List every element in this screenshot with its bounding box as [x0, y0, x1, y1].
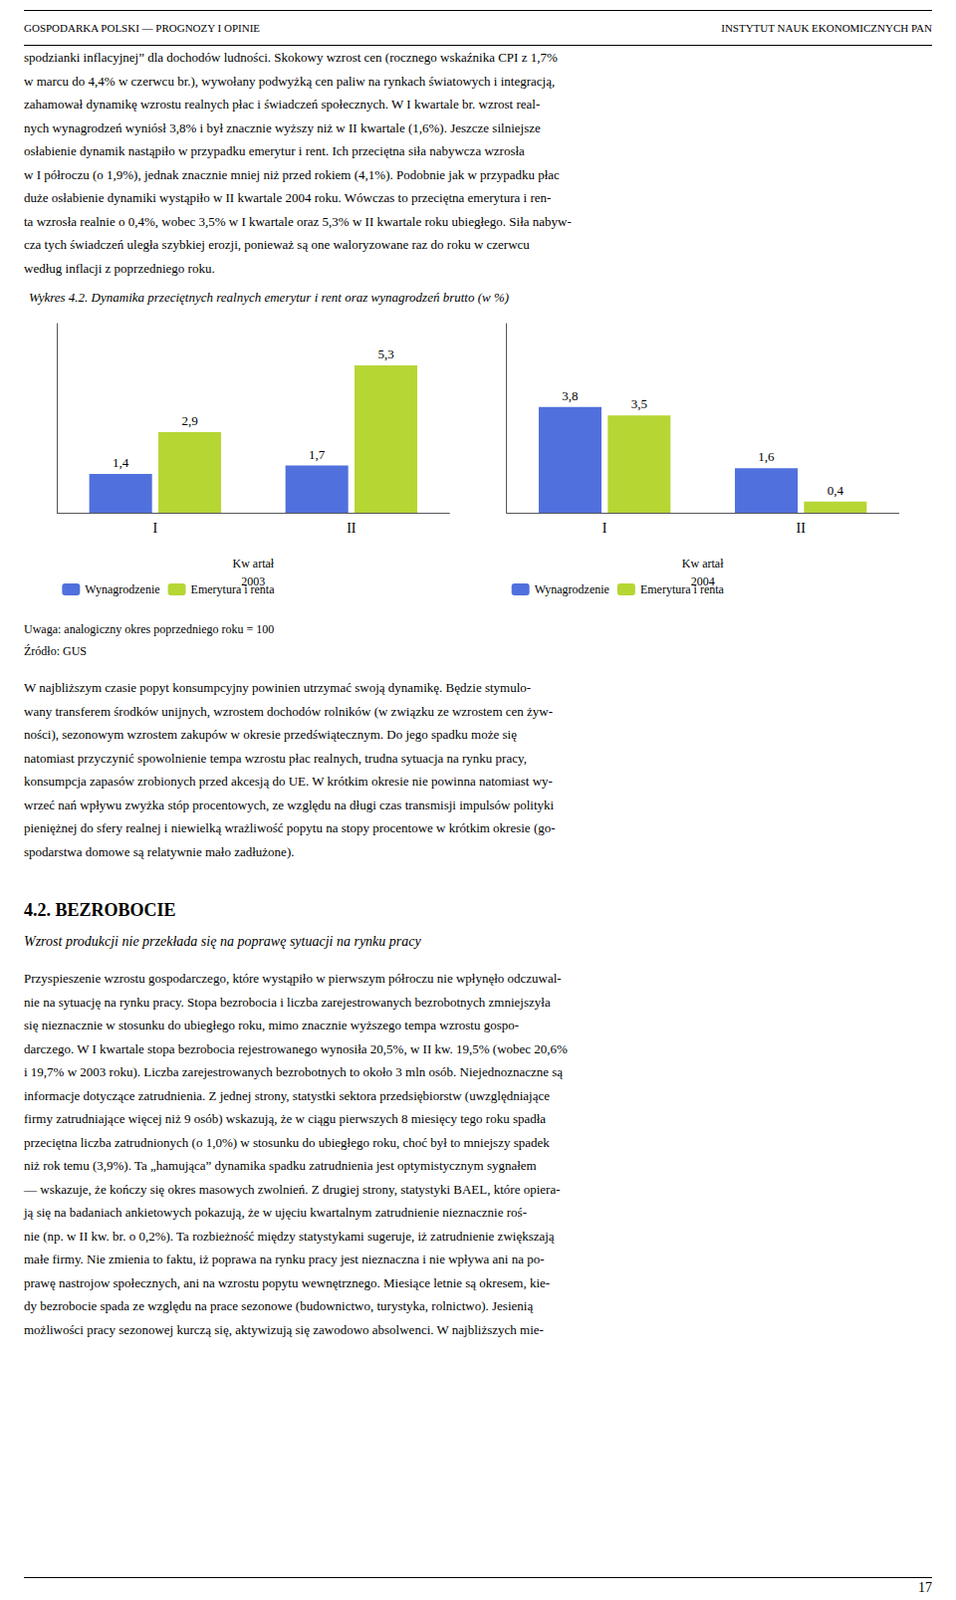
svg-text:II: II: [346, 520, 357, 536]
svg-text:3,8: 3,8: [561, 388, 578, 404]
svg-text:Kw artał: Kw artał: [233, 556, 275, 571]
html-text:przeciętna liczba zatrudnionyc: przeciętna liczba zatrudnionych (o 1,0%)…: [23, 1134, 550, 1150]
html-text:prawę nastrojow społecznych, a: prawę nastrojow społecznych, ani na wzro…: [23, 1275, 550, 1291]
svg-text:Wynagrodzenie: Wynagrodzenie: [84, 582, 160, 597]
svg-text:Kw artał: Kw artał: [682, 556, 724, 571]
svg-text:2003: 2003: [241, 574, 266, 589]
html-text:spodarstwa domowe są relatywni: spodarstwa domowe są relatywnie mało zad…: [23, 843, 295, 859]
html-text:darczego. W I kwartale stopa b: darczego. W I kwartale stopa bezrobocia …: [23, 1041, 568, 1057]
html-text:nych wynagrodzeń wyniósł 3,8%: nych wynagrodzeń wyniósł 3,8% i był znac…: [23, 119, 541, 135]
svg-text:Wynagrodzenie: Wynagrodzenie: [534, 582, 610, 597]
html-text:W najbliższym czasie popyt kon: W najbliższym czasie popyt konsumpcyjny …: [23, 680, 531, 696]
svg-text:0,4: 0,4: [827, 482, 845, 498]
svg-text:3,5: 3,5: [631, 396, 648, 412]
html-text:informacje dotyczące zatrudnie: informacje dotyczące zatrudnienia. Z jed…: [23, 1087, 550, 1103]
html-text:natomiast przyczynić spowolnie: natomiast przyczynić spowolnienie tempa …: [23, 750, 527, 766]
html-text:firmy zatrudniające więcej niż: firmy zatrudniające więcej niż 9 osób) w…: [23, 1111, 546, 1127]
html-text:INSTYTUT NAUK EKONOMICZNYCH PA: INSTYTUT NAUK EKONOMICZNYCH PAN: [721, 21, 933, 34]
svg-text:Emerytura i renta: Emerytura i renta: [191, 582, 276, 597]
html-text:wany transferem środków unijny: wany transferem środków unijnych, wzrost…: [23, 703, 553, 719]
html-text:możliwości pracy sezonowej kur: możliwości pracy sezonowej kurczą się, a…: [23, 1321, 544, 1337]
html-text:małe firmy. Nie zmienia to fak: małe firmy. Nie zmienia to faktu, iż pop…: [23, 1251, 545, 1267]
html-text:pieniężnej do sfery realnej i: pieniężnej do sfery realnej i niewielką …: [23, 820, 556, 836]
svg-text:I: I: [602, 520, 608, 536]
html-text:według inflacji z poprzedniego: według inflacji z poprzedniego roku.: [23, 260, 215, 276]
svg-text:Wykres 4.2. Dynamika przeciętn: Wykres 4.2. Dynamika przeciętnych realny…: [28, 289, 509, 305]
html-text:cza tych świadczeń uległa szyb: cza tych świadczeń uległa szybkiej erozj…: [23, 237, 530, 252]
html-text:w I półroczu (o 1,9%), jednak: w I półroczu (o 1,9%), jednak znacznie m…: [23, 166, 560, 182]
svg-text:5,3: 5,3: [377, 346, 394, 362]
html-text:konsumpcja zapasów zrobionych: konsumpcja zapasów zrobionych przed akce…: [23, 773, 553, 789]
html-text:ją się na badaniach ankietowyc: ją się na badaniach ankietowych pokazują…: [23, 1204, 527, 1220]
html-text:dy bezrobocie spada ze względu: dy bezrobocie spada ze względu na prace …: [23, 1298, 533, 1314]
html-text:wrzeć nań wpływu zwyżka stóp p: wrzeć nań wpływu zwyżka stóp procentowyc…: [23, 797, 554, 813]
html-text:Źródło: GUS: Źródło: GUS: [23, 644, 87, 659]
html-text:zahamował dynamikę wzrostu rea: zahamował dynamikę wzrostu realnych płac…: [23, 96, 540, 112]
html-text:Przyspieszenie wzrostu gospoda: Przyspieszenie wzrostu gospodarczego, kt…: [23, 970, 562, 986]
html-text:ta wzrosła realnie o 0,4%, wob: ta wzrosła realnie o 0,4%, wobec 3,5% w …: [23, 213, 572, 229]
html-text:ności), sezonowym wzrostem zak: ności), sezonowym wzrostem zakupów w okr…: [23, 726, 517, 742]
html-text:GOSPODARKA POLSKI — PROGNOZY I: GOSPODARKA POLSKI — PROGNOZY I OPINIE: [23, 21, 260, 34]
html-text:się nieznacznie w stosunku do: się nieznacznie w stosunku do ubiegłego …: [23, 1017, 519, 1033]
html-text:17: 17: [918, 1580, 933, 1596]
html-text:Wzrost produkcji nie przekłada: Wzrost produkcji nie przekłada się na po…: [23, 934, 421, 950]
html-text:w marcu do 4,4% w czerwcu br.): w marcu do 4,4% w czerwcu br.), wywołany…: [23, 73, 555, 89]
html-text:spodzianki inflacyjnej” dla do: spodzianki inflacyjnej” dla dochodów lud…: [23, 49, 558, 65]
html-text:— wskazuje, że kończy się okre: — wskazuje, że kończy się okres masowych…: [23, 1181, 561, 1197]
svg-text:2,9: 2,9: [181, 413, 198, 429]
svg-text:Emerytura i renta: Emerytura i renta: [640, 582, 725, 597]
html-text:4.2. BEZROBOCIE: 4.2. BEZROBOCIE: [23, 900, 176, 921]
html-text:niż rok temu (3,9%). Ta „hamuj: niż rok temu (3,9%). Ta „hamująca” dynam…: [23, 1158, 537, 1174]
html-text:Uwaga: analogiczny okres poprz: Uwaga: analogiczny okres poprzedniego ro…: [23, 622, 275, 637]
svg-text:II: II: [796, 520, 807, 536]
svg-text:1,7: 1,7: [308, 447, 326, 463]
html-text:i 19,7% w 2003 roku). Liczba z: i 19,7% w 2003 roku). Liczba zarejestrow…: [23, 1064, 563, 1080]
html-text:nie (np. w II kw. br. o 0,2%).: nie (np. w II kw. br. o 0,2%). Ta rozbie…: [23, 1228, 555, 1244]
html-text:osłabienie dynamik nastąpiło w: osłabienie dynamik nastąpiło w przypadku…: [23, 143, 525, 159]
svg-text:1,4: 1,4: [112, 455, 130, 471]
svg-text:1,6: 1,6: [757, 449, 775, 465]
html-text:duże osłabienie dynamiki wystą: duże osłabienie dynamiki wystąpiło w II …: [23, 190, 551, 206]
svg-text:I: I: [152, 520, 158, 536]
html-text:nie na sytuację na rynku pracy: nie na sytuację na rynku pracy. Stopa be…: [23, 994, 551, 1010]
svg-text:2004: 2004: [690, 574, 715, 589]
